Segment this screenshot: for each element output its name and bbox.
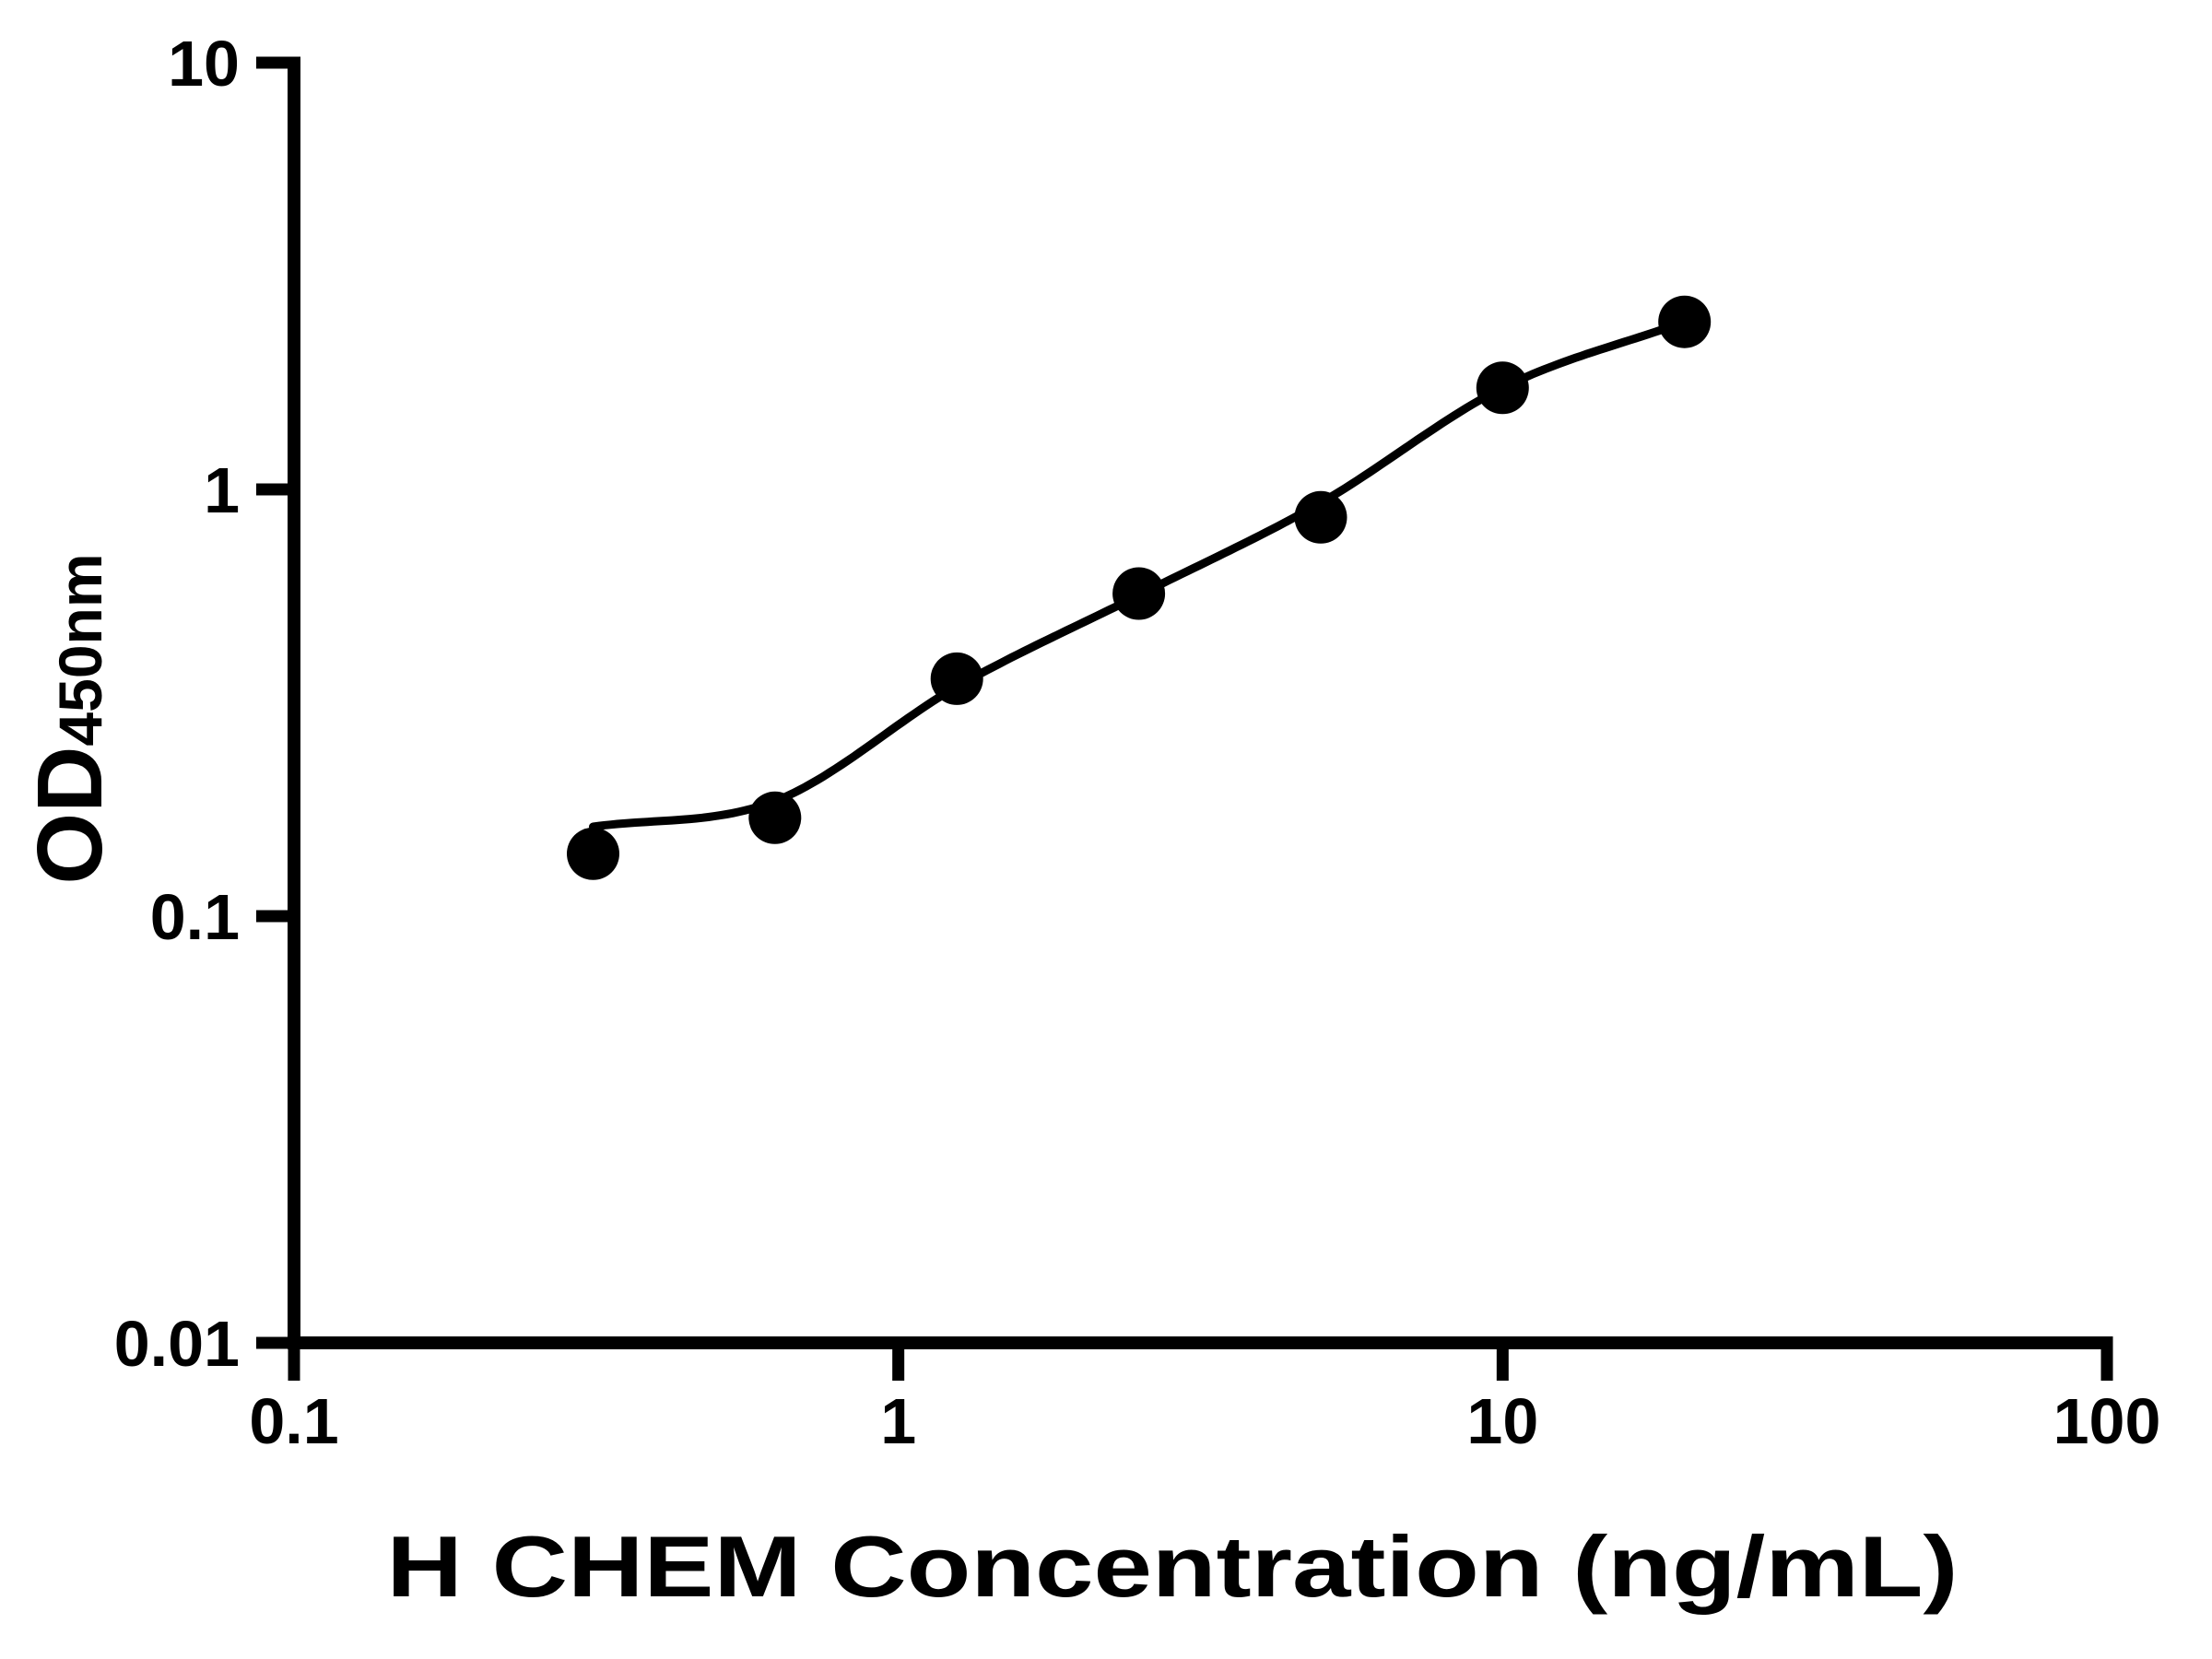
data-points — [567, 295, 1712, 880]
y-axis-title: OD450nm — [18, 553, 122, 884]
y-tick-label: 10 — [168, 28, 240, 100]
data-point — [1112, 567, 1166, 620]
y-axis-title-main: OD — [18, 747, 122, 885]
x-tick-label: 10 — [1466, 1385, 1538, 1457]
y-tick-label: 1 — [204, 454, 240, 526]
axes — [288, 56, 2113, 1349]
y-tick-label: 0.01 — [114, 1308, 240, 1380]
y-tick-label: 0.1 — [150, 881, 240, 953]
data-point — [567, 827, 619, 880]
x-tick-label: 1 — [880, 1385, 916, 1457]
x-axis-title: H CHEM Concentration (ng/mL) — [387, 1518, 1959, 1615]
data-point — [930, 652, 983, 705]
x-tick-label: 0.1 — [249, 1385, 338, 1457]
y-axis-title-subscript: 450nm — [46, 553, 114, 746]
data-point — [748, 791, 802, 844]
x-tick-label: 100 — [2053, 1385, 2161, 1457]
data-point — [1476, 361, 1529, 415]
axis-ticks — [256, 56, 2113, 1381]
data-point — [1658, 295, 1712, 348]
data-point — [1294, 490, 1347, 544]
